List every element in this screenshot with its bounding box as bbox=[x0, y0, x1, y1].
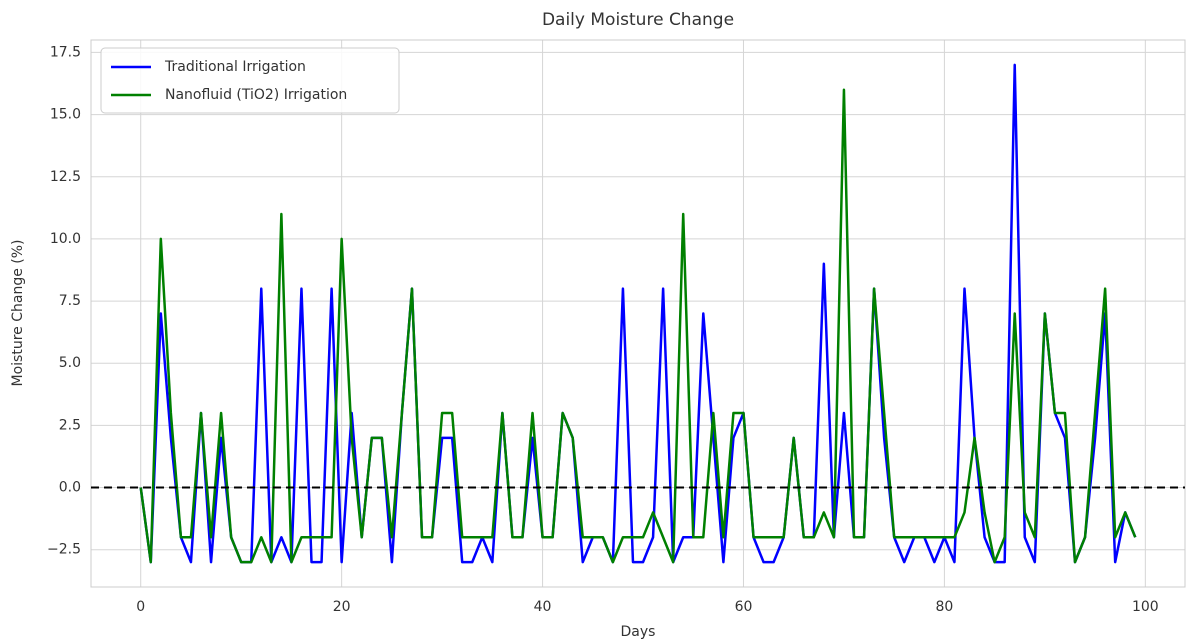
y-tick-label: 17.5 bbox=[50, 44, 81, 60]
y-axis-label: Moisture Change (%) bbox=[10, 240, 26, 387]
x-tick-label: 60 bbox=[735, 599, 753, 615]
x-tick-label: 100 bbox=[1132, 599, 1159, 615]
y-tick-label: 2.5 bbox=[59, 417, 81, 433]
x-tick-label: 40 bbox=[534, 599, 552, 615]
series-line bbox=[139, 88, 1137, 564]
chart-title: Daily Moisture Change bbox=[542, 10, 734, 30]
legend-label: Nanofluid (TiO2) Irrigation bbox=[165, 87, 347, 103]
legend-box bbox=[100, 47, 400, 114]
y-tick-label: 5.0 bbox=[59, 355, 81, 371]
series-line bbox=[139, 63, 1137, 564]
x-tick-label: 20 bbox=[333, 599, 351, 615]
y-tick-label: 15.0 bbox=[50, 107, 81, 123]
y-tick-label: 7.5 bbox=[59, 293, 81, 309]
x-tick-label: 0 bbox=[136, 599, 145, 615]
legend-label: Traditional Irrigation bbox=[164, 59, 306, 75]
y-tick-label: 0.0 bbox=[59, 480, 81, 496]
legend: Traditional Irrigation Nanofluid (TiO2) I… bbox=[100, 47, 400, 114]
y-tick-label: 12.5 bbox=[50, 169, 81, 185]
y-tick-label: 10.0 bbox=[50, 231, 81, 247]
x-tick-label: 80 bbox=[935, 599, 953, 615]
y-tick-label: −2.5 bbox=[47, 542, 81, 558]
plot-frame bbox=[90, 39, 1186, 588]
x-axis-label: Days bbox=[621, 624, 656, 640]
